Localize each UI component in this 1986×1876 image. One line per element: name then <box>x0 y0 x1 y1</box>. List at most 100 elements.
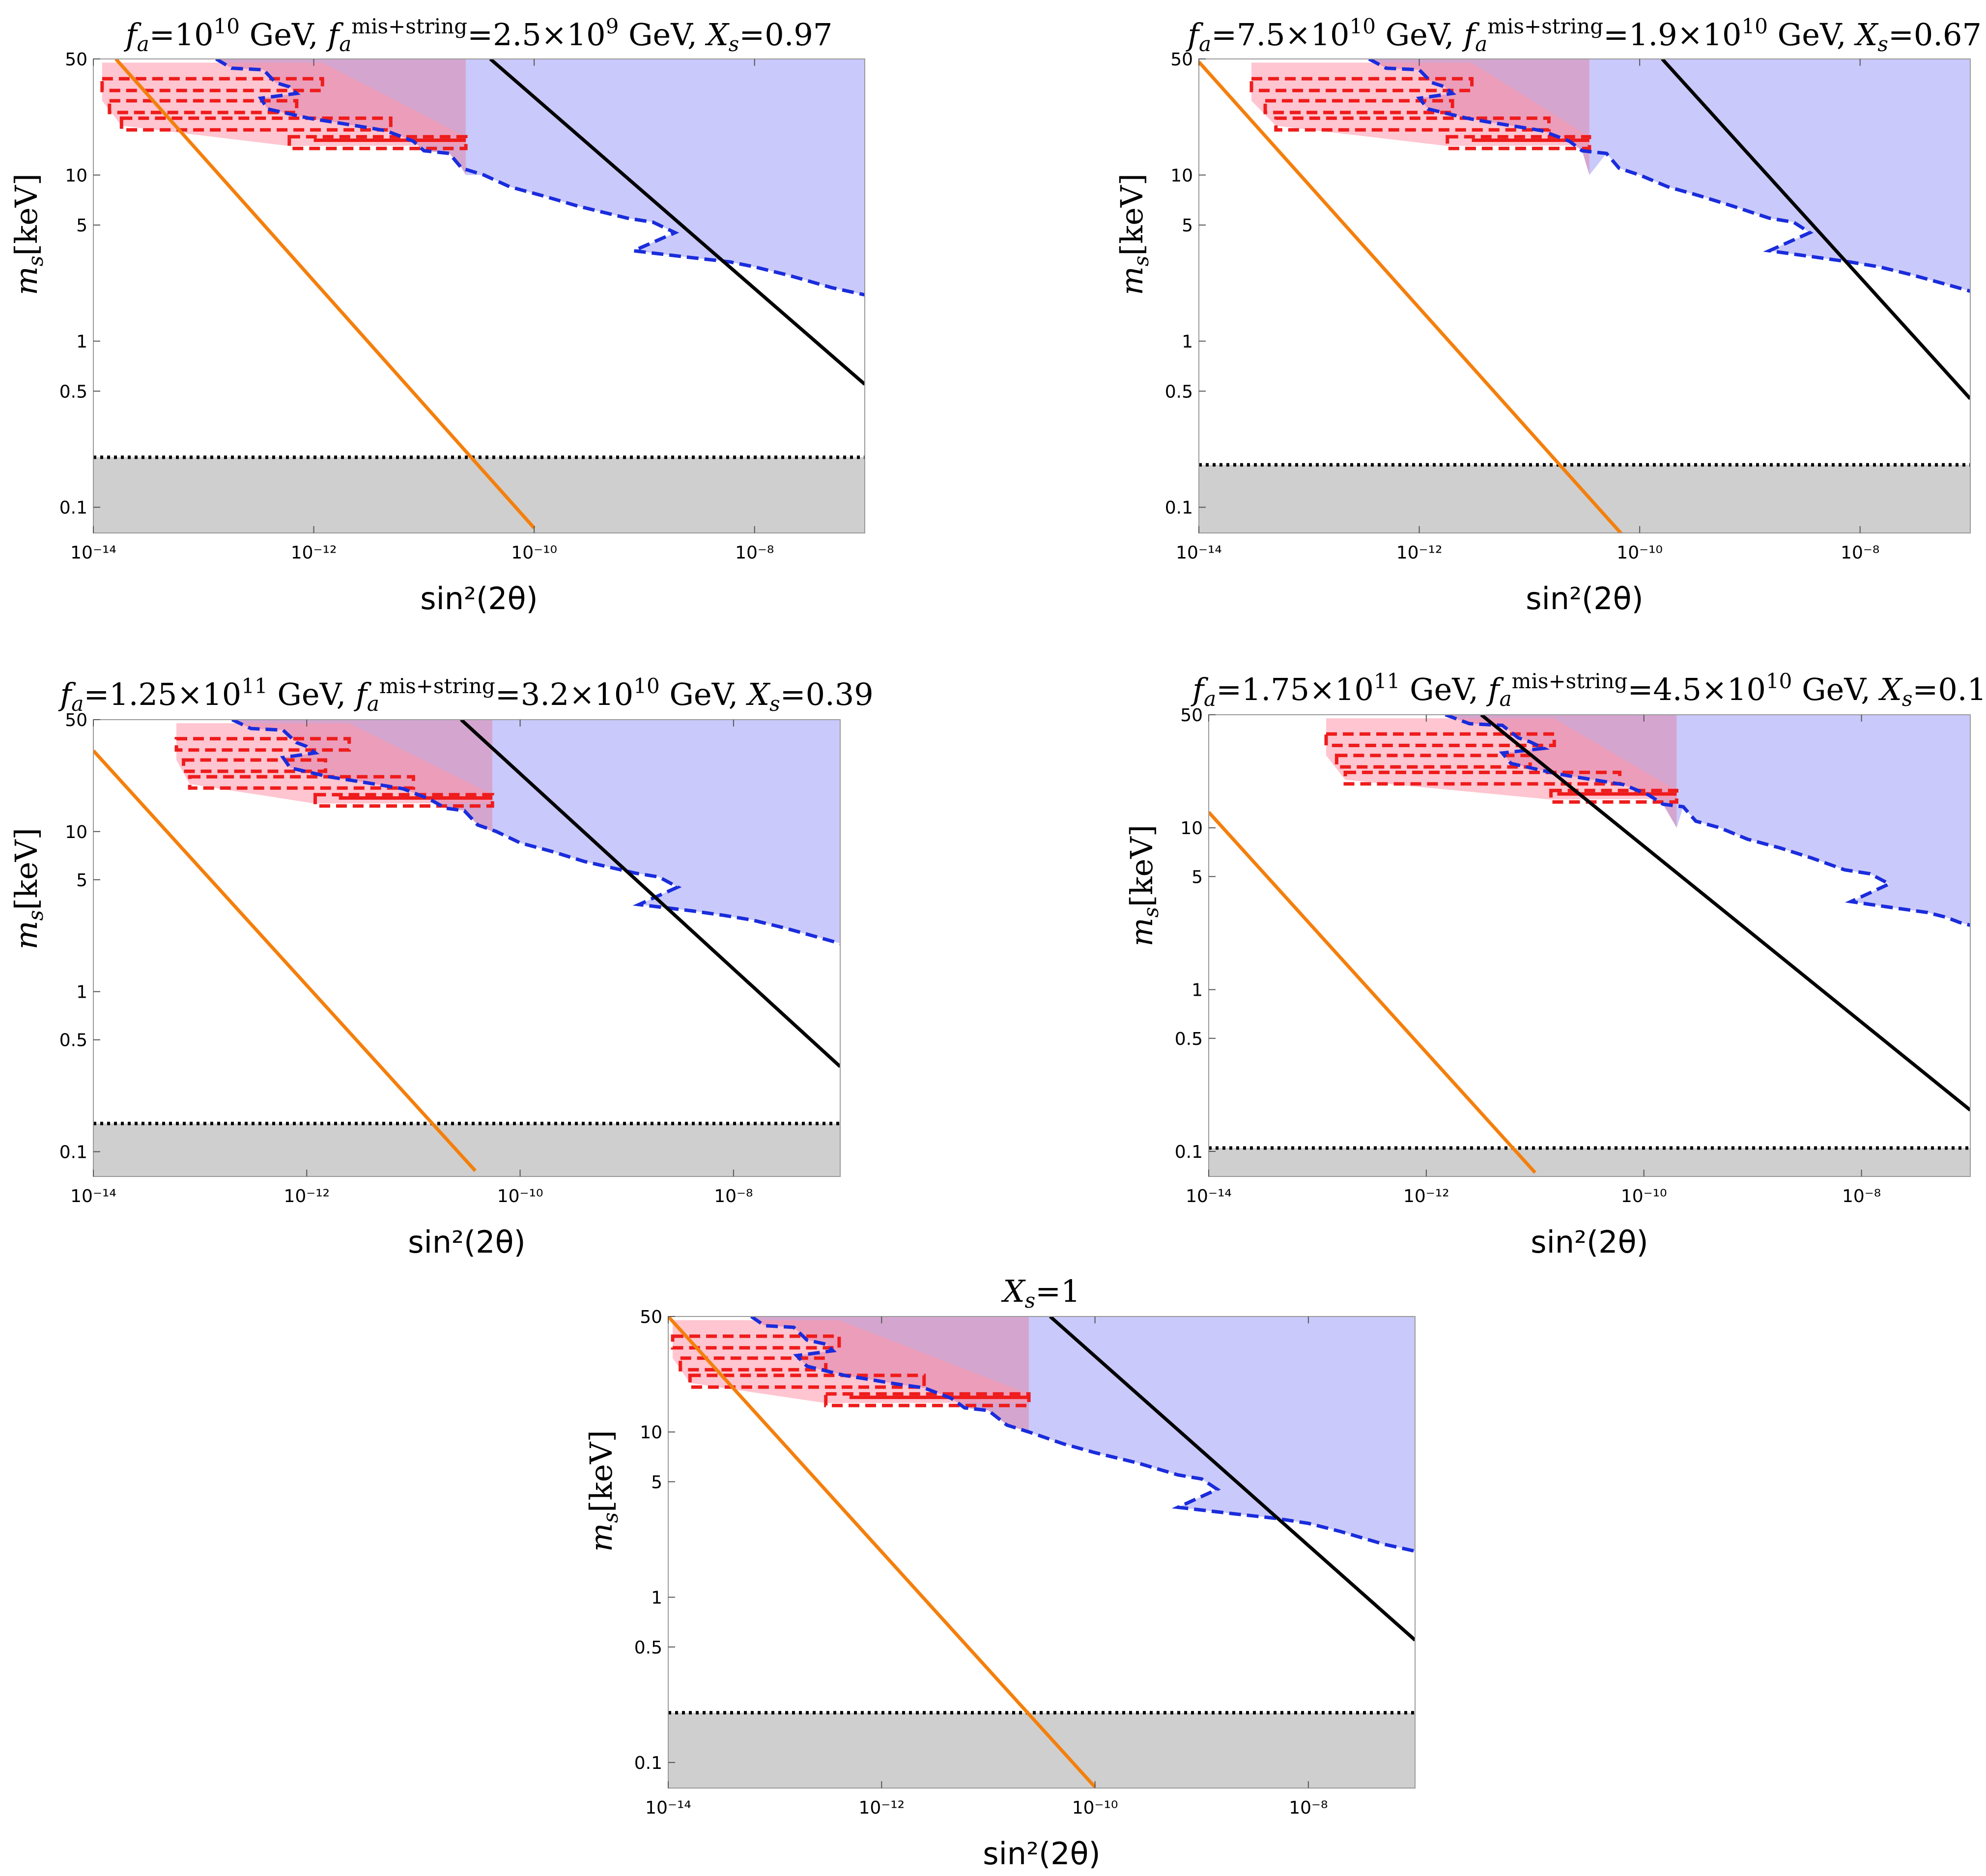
title-fms-subscript: a <box>1475 32 1487 56</box>
x-tick-label: 10⁻¹⁰ <box>497 1186 543 1206</box>
y-label-subscript: s <box>1139 907 1163 918</box>
title-xs-value: =1 <box>1035 1273 1080 1309</box>
gray-excluded-region <box>93 1123 840 1176</box>
y-tick-label: 10 <box>65 822 87 842</box>
y-tick-label: 0.1 <box>1165 498 1193 518</box>
title-xs-symbol: X <box>746 676 771 712</box>
blue-excluded-region <box>1029 1316 1415 1551</box>
red-dashed-contour-2 <box>182 758 327 773</box>
title-fms-superscript: mis+string <box>351 14 467 38</box>
plot-frame <box>93 58 865 533</box>
title-fa-unit: GeV, <box>240 17 328 53</box>
x-axis-label: sin²(2θ) <box>420 581 538 616</box>
y-tick-label: 0.1 <box>634 1753 662 1773</box>
blue-excluded-region <box>1589 59 1970 291</box>
plot-frame <box>93 719 841 1177</box>
red-dashed-contour-4 <box>1446 135 1591 150</box>
title-xs-symbol: X <box>1878 672 1903 707</box>
red-dashed-contour-1 <box>671 1334 841 1350</box>
plot-frame <box>1198 58 1971 533</box>
title-fms-exponent: 10 <box>633 674 659 698</box>
red-dashed-contour-1 <box>1324 732 1556 747</box>
y-tick-label: 50 <box>65 50 87 70</box>
blue-dashed-boundary <box>750 1316 1415 1553</box>
title-fms-unit: GeV, <box>660 676 748 712</box>
y-axis-label: ms[keV] <box>1114 173 1153 295</box>
title-fms-unit: GeV, <box>1792 672 1880 707</box>
gray-excluded-region <box>1209 1148 1970 1176</box>
plot-frame <box>668 1316 1416 1789</box>
red-dashed-contour-1 <box>174 737 351 752</box>
blue-dashed-boundary <box>215 59 865 297</box>
x-tick-label: 10⁻¹⁴ <box>645 1798 691 1818</box>
title-fa-subscript: a <box>137 32 149 56</box>
red-dashed-contour-3 <box>119 116 393 132</box>
y-tick-label: 1 <box>76 982 87 1003</box>
x-axis-label: sin²(2θ) <box>983 1836 1100 1872</box>
title-fa-value: =7.5×10 <box>1211 17 1349 53</box>
title-fms-superscript: mis+string <box>379 674 495 698</box>
title-fa-unit: GeV, <box>1376 17 1464 53</box>
title-fms-value: =1.9×10 <box>1603 17 1741 53</box>
plot-area <box>668 1316 1415 1788</box>
y-label-subscript: s <box>24 910 48 921</box>
x-tick-label: 10⁻¹² <box>1396 543 1443 563</box>
panel-title: fa=1.25×1011 GeV, famis+string=3.2×1010 … <box>58 674 873 716</box>
title-fms-unit: GeV, <box>619 17 707 53</box>
title-fms-superscript: mis+string <box>1487 14 1603 38</box>
title-fa-subscript: a <box>1204 687 1216 711</box>
y-label-symbol: m <box>1114 266 1150 295</box>
title-xs-symbol: X <box>705 17 730 53</box>
y-label-unit: [keV] <box>583 1430 619 1512</box>
title-fms-exponent: 9 <box>606 14 619 38</box>
title-fms-exponent: 10 <box>1742 14 1768 38</box>
x-tick-label: 10⁻¹⁴ <box>70 1186 116 1206</box>
title-xs-subscript: s <box>1877 32 1888 56</box>
red-dashed-contour-2 <box>108 99 299 114</box>
y-tick-label: 1 <box>651 1588 662 1608</box>
x-tick-label: 10⁻¹⁴ <box>1186 1186 1232 1206</box>
y-tick-label: 5 <box>76 870 87 891</box>
x-tick-label: 10⁻¹⁰ <box>511 543 557 563</box>
red-dashed-contour-3 <box>1274 116 1551 132</box>
title-fms-unit: GeV, <box>1768 17 1856 53</box>
y-label-symbol: m <box>1124 918 1160 947</box>
y-tick-label: 1 <box>1192 980 1203 1001</box>
y-tick-label: 0.5 <box>1175 1029 1203 1049</box>
panel-title: Xs=1 <box>1001 1273 1080 1313</box>
orange-line <box>93 749 477 1172</box>
title-fa-exponent: 10 <box>214 14 240 38</box>
y-tick-label: 1 <box>1182 332 1193 352</box>
y-label-unit: [keV] <box>8 828 44 910</box>
panel-bottom-center: 10⁻¹⁴ 10⁻¹² 10⁻¹⁰ 10⁻⁸ 0.1 0.5 1 5 10 50 sin²(2θ) m… <box>583 1273 1416 1872</box>
black-line <box>460 720 840 1068</box>
x-tick-label: 10⁻¹² <box>284 1186 330 1206</box>
y-tick-label: 5 <box>76 216 87 236</box>
blue-excluded-region <box>492 720 840 944</box>
title-fa-subscript: a <box>1199 32 1211 56</box>
title-xs-subscript: s <box>1025 1288 1036 1313</box>
orange-line <box>1209 811 1536 1174</box>
title-xs-symbol: X <box>1854 17 1879 53</box>
title-fa-subscript: a <box>71 692 84 716</box>
x-axis-label: sin²(2θ) <box>1531 1224 1648 1260</box>
blue-dashed-boundary <box>1445 715 1970 927</box>
orange-line <box>668 1316 1097 1788</box>
y-tick-label: 50 <box>640 1307 662 1327</box>
title-xs-value: =0.97 <box>739 17 832 53</box>
plot-area <box>1209 715 1970 1176</box>
y-tick-label: 0.1 <box>59 1143 87 1163</box>
y-tick-label: 10 <box>640 1423 662 1443</box>
blue-excluded-region <box>1676 715 1970 925</box>
gray-excluded-region <box>1199 465 1970 533</box>
x-tick-label: 10⁻¹² <box>858 1798 905 1818</box>
y-axis-label: ms[keV] <box>8 173 48 295</box>
gray-excluded-region <box>668 1712 1415 1788</box>
y-label-unit: [keV] <box>8 173 44 255</box>
plot-frame <box>1208 714 1971 1177</box>
x-tick-label: 10⁻¹² <box>291 543 337 563</box>
y-label-unit: [keV] <box>1114 173 1150 255</box>
y-tick-label: 10 <box>1170 166 1193 186</box>
red-dashed-contour-3 <box>188 775 415 790</box>
x-tick-label: 10⁻⁸ <box>735 543 774 563</box>
